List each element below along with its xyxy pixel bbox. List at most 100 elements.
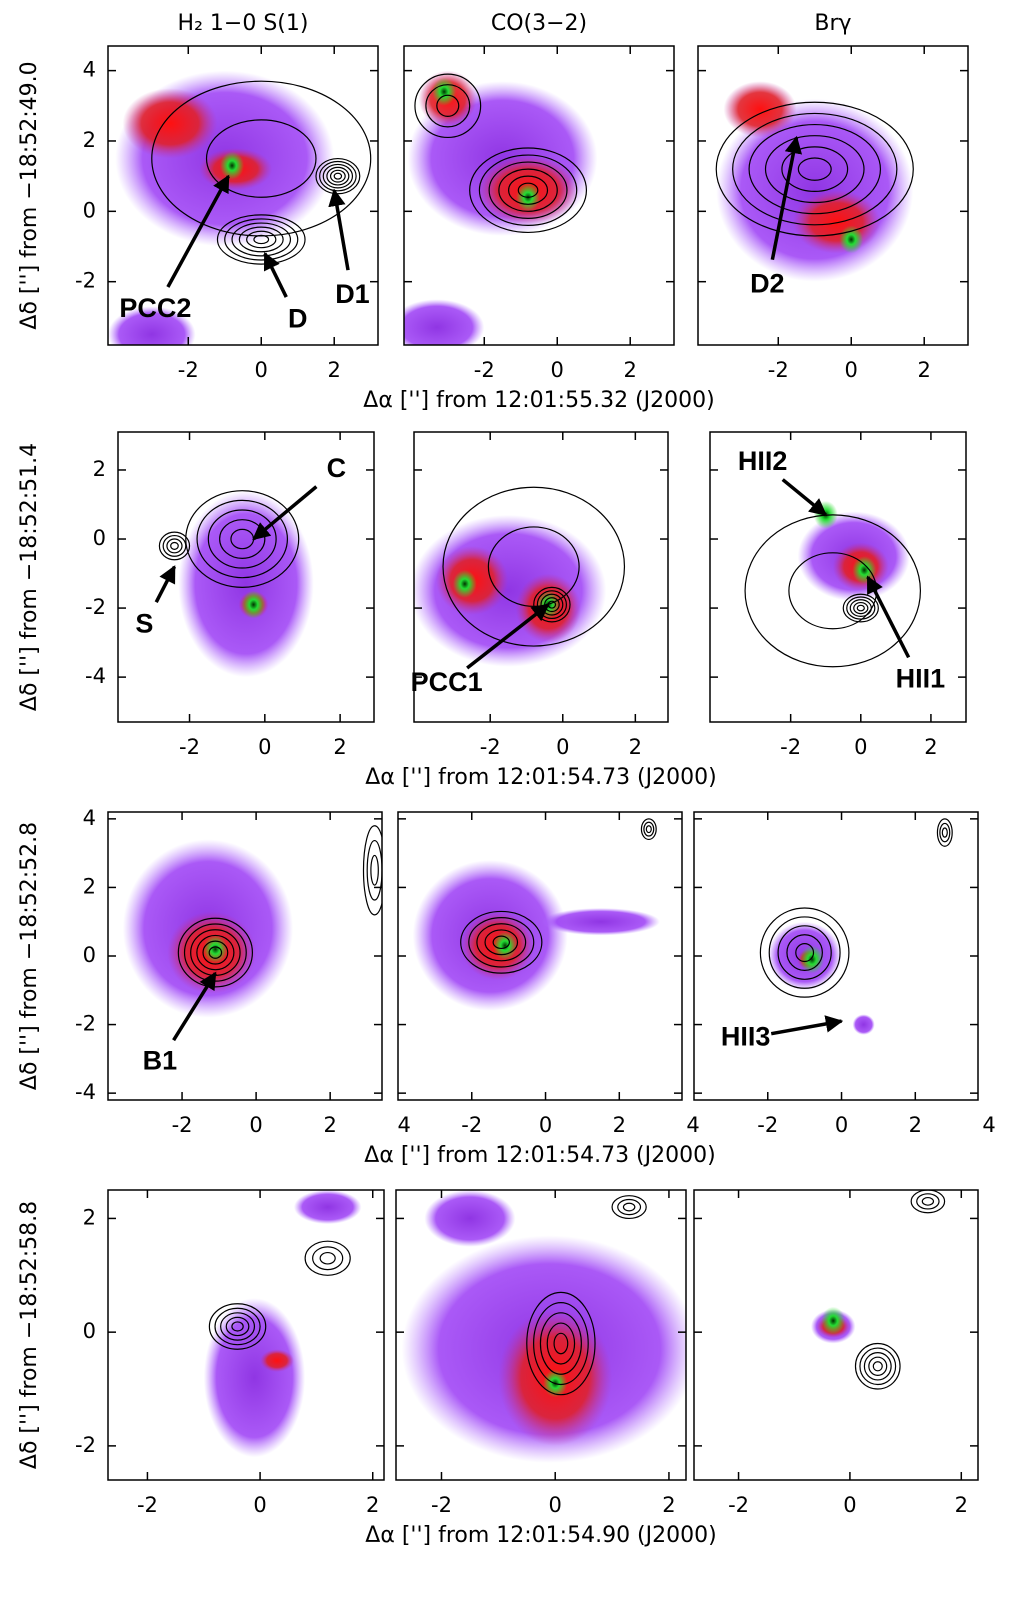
annotation-arrow: [263, 251, 288, 298]
emission-map: [412, 818, 660, 1011]
contour: [939, 822, 951, 843]
contour: [205, 119, 317, 198]
contour: [329, 169, 346, 183]
contour: [533, 1301, 589, 1386]
y-axis-label: Δδ [''] from −18:52:49.0: [17, 61, 42, 329]
annotation-label: S: [135, 608, 153, 638]
x-tick-label: -2: [431, 1493, 452, 1517]
x-tick-label: 0: [845, 358, 858, 382]
y-tick-label: -2: [85, 595, 106, 619]
contour: [715, 101, 914, 237]
x-tick-label: -2: [768, 358, 789, 382]
x-tick-label: 2: [328, 358, 341, 382]
emission-blob: [541, 908, 660, 936]
contour: [319, 1251, 336, 1265]
contour: [759, 907, 850, 998]
y-axis-label: Δδ [''] from −18:52:52.8: [17, 822, 42, 1090]
contour: [484, 929, 519, 956]
contour: [196, 499, 289, 579]
emission-peak: [122, 88, 218, 159]
contour: [196, 934, 235, 971]
emission-core: [821, 1306, 846, 1335]
x-tick-label: -2: [474, 358, 495, 382]
annotation-arrow: [770, 135, 803, 261]
contour: [526, 1291, 596, 1396]
y-tick-label: 2: [83, 1205, 96, 1229]
contour: [202, 940, 229, 965]
contour: [498, 168, 558, 212]
x-tick-label: 2: [333, 735, 346, 759]
emission-map: [414, 486, 626, 667]
contour: [231, 1321, 244, 1332]
y-tick-label: 2: [93, 457, 106, 481]
annotation-label: D2: [750, 268, 785, 298]
panel: -2 0 2 4 Δα [''] from 12:01:54.73 (J2000): [364, 811, 716, 1168]
axes-frame: [403, 45, 675, 346]
emission-map: [810, 1190, 946, 1390]
y-axis-label: Δδ [''] from −18:52:58.8: [17, 1201, 42, 1469]
y-tick-label: 0: [83, 1319, 96, 1343]
emission-peak: [723, 81, 797, 138]
column-title: Brγ: [814, 11, 851, 36]
contour: [643, 821, 655, 837]
x-tick-label: 0: [249, 1113, 262, 1137]
panel: -2 0 2 Δα [''] from 12:01:54.90 (J2000): [365, 1189, 717, 1548]
emission-core: [852, 556, 877, 585]
contour: [333, 172, 343, 180]
contour: [786, 934, 823, 972]
contour: [777, 925, 832, 980]
x-axis-label: Δα [''] from 12:01:55.32 (J2000): [363, 388, 714, 413]
contour: [425, 84, 471, 128]
x-tick-label: 2: [624, 358, 637, 382]
annotation-arrow: [252, 485, 318, 541]
contour: [797, 157, 832, 181]
contour: [238, 226, 284, 253]
contour: [856, 604, 865, 612]
y-tick-label: 0: [83, 198, 96, 222]
emission-blob: [178, 490, 314, 678]
axes-frame: [697, 45, 969, 346]
contour: [216, 214, 306, 265]
contour: [151, 80, 372, 237]
contour: [488, 161, 568, 219]
annotation-arrow: [770, 1015, 844, 1036]
contour: [863, 1352, 892, 1381]
contour: [185, 490, 300, 588]
y-tick-label: -2: [75, 269, 96, 293]
emission-core: [800, 945, 825, 974]
contour: [517, 182, 539, 198]
x-tick-label: -2: [480, 735, 501, 759]
contour: [744, 514, 922, 668]
annotation-arrow: [154, 565, 177, 604]
contour: [214, 1307, 261, 1346]
x-tick-label: -2: [137, 1493, 158, 1517]
contour: [872, 1361, 883, 1372]
annotation-label: D1: [335, 279, 370, 309]
contour: [170, 541, 179, 550]
x-tick-label: 0: [551, 358, 564, 382]
contour: [916, 1193, 940, 1210]
contour: [158, 531, 191, 561]
contour: [546, 1322, 576, 1365]
x-tick-label: 2: [323, 1113, 336, 1137]
panel: -2 0 2 CO(3−2) Δα [''] from 12:01:55.32 (J20…: [363, 11, 714, 413]
contour: [166, 538, 183, 554]
x-axis-label: Δα [''] from 12:01:54.73 (J2000): [365, 765, 716, 790]
contour: [859, 1347, 897, 1386]
emission-map: [715, 81, 914, 282]
contour: [748, 123, 882, 215]
contour: [795, 943, 815, 963]
annotation-arrow: [328, 188, 350, 271]
column-title: H₂ 1−0 S(1): [178, 11, 309, 36]
contour: [362, 825, 382, 916]
annotation-label: C: [327, 453, 347, 483]
emission-core: [241, 590, 266, 619]
annotation-arrow: [166, 174, 230, 288]
panel: -2 0 2: [693, 1189, 979, 1517]
contour: [853, 601, 869, 615]
contour: [436, 94, 460, 117]
axes-frame: [709, 431, 967, 723]
axes-frame: [117, 431, 375, 723]
x-tick-label: -2: [461, 1113, 482, 1137]
